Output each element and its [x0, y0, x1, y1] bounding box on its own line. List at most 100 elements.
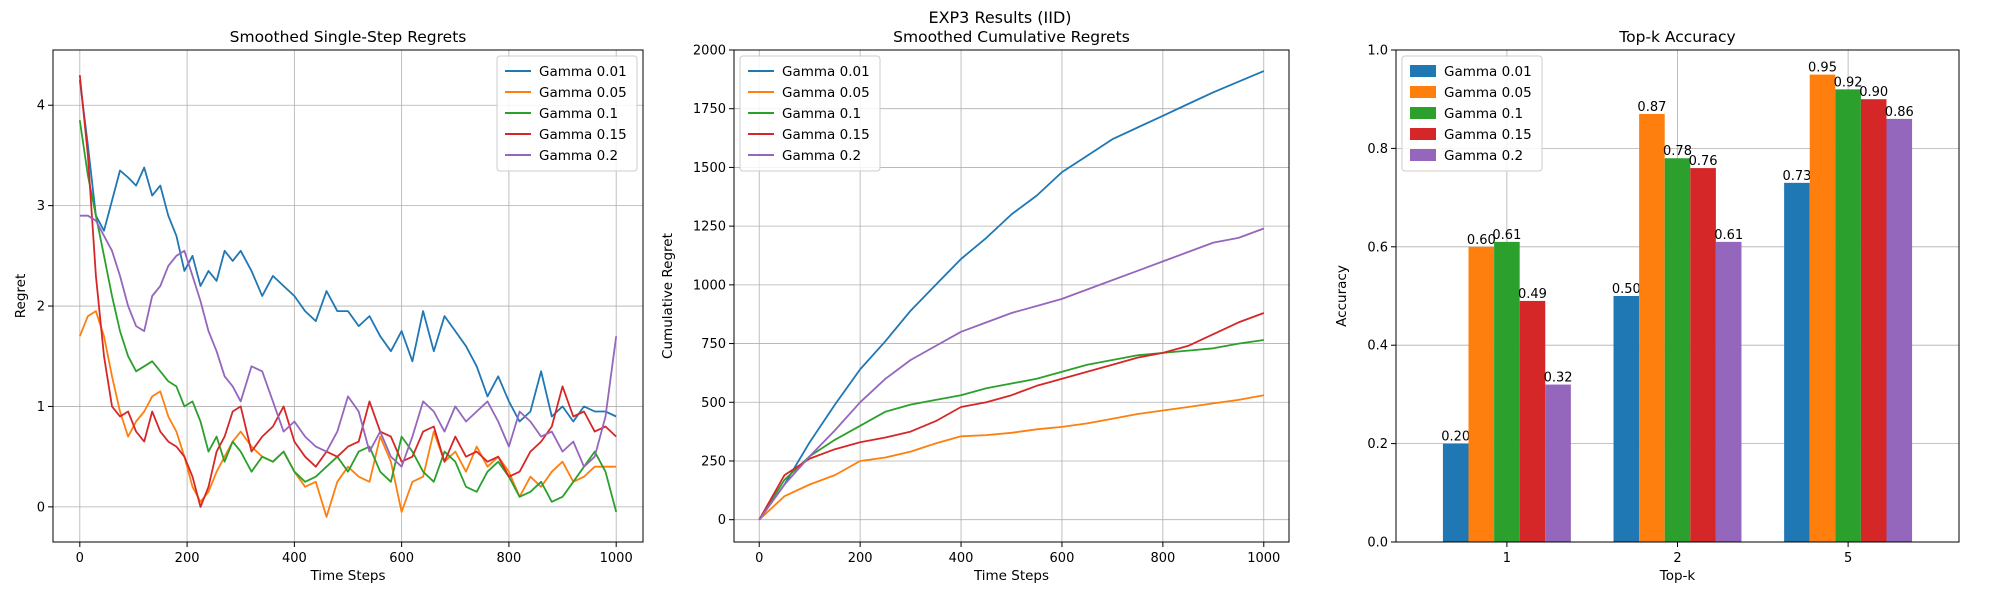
cumulative-y-tick-label: 1750 [693, 102, 726, 117]
topk-bar-value-label: 0.95 [1808, 61, 1837, 76]
single-step-x-tick-label: 200 [175, 551, 200, 566]
topk-legend-label: Gamma 0.1 [1444, 106, 1523, 122]
cumulative-series-line-4 [758, 227, 1265, 521]
topk-bar-value-label: 0.92 [1834, 75, 1863, 90]
topk-bar-value-label: 0.61 [1714, 228, 1743, 243]
cumulative-legend-box [739, 55, 881, 172]
topk-frame [1395, 49, 1960, 543]
cumulative-legend-label: Gamma 0.01 [782, 64, 870, 80]
topk-y-axis-label: Accuracy [1334, 265, 1350, 327]
topk-bar [1494, 241, 1520, 542]
topk-bar-value-label: 0.76 [1689, 154, 1718, 169]
single-step-series-line-4 [79, 214, 618, 468]
topk-x-tick-label: 1 [1503, 551, 1511, 566]
cumulative-y-tick-label: 250 [701, 454, 726, 469]
single-step-series-line-3 [78, 75, 617, 508]
single-step-title: Smoothed Single-Step Regrets [230, 28, 467, 46]
cumulative-y-tick-label: 1000 [693, 278, 726, 293]
cumulative-frame [733, 49, 1290, 543]
topk-x-tick-label: 5 [1844, 551, 1852, 566]
topk-legend-swatch [1410, 65, 1436, 77]
topk-y-tick-label: 0.4 [1367, 339, 1388, 354]
topk-bar-value-label: 0.49 [1518, 287, 1547, 302]
topk-legend-label: Gamma 0.2 [1444, 148, 1523, 164]
cumulative-series-line-3 [758, 312, 1265, 521]
topk-y-tick-label: 0.8 [1367, 142, 1388, 157]
topk-bar [1639, 113, 1665, 543]
topk-legend-label: Gamma 0.15 [1444, 127, 1532, 143]
topk-x-tick-label: 2 [1673, 551, 1681, 566]
single-step-x-tick-label: 600 [389, 551, 414, 566]
topk-bar [1664, 158, 1691, 543]
cumulative-series-line-1 [758, 394, 1264, 521]
single-step-series-line-2 [78, 120, 618, 513]
cumulative-x-tick-label: 1000 [1247, 551, 1280, 566]
topk-y-tick-label: 0.6 [1367, 240, 1388, 255]
single-step-legend-label: Gamma 0.05 [539, 85, 627, 101]
topk-legend-swatch [1410, 86, 1436, 98]
cumulative-y-axis-label: Cumulative Regret [660, 233, 676, 359]
topk-legend-box [1401, 55, 1543, 172]
topk-legend-label: Gamma 0.01 [1444, 64, 1532, 80]
cumulative-y-tick-label: 2000 [693, 44, 726, 59]
single-step-y-axis-label: Regret [13, 274, 29, 319]
topk-bar-value-label: 0.87 [1637, 100, 1666, 115]
single-step-legend-label: Gamma 0.15 [539, 127, 627, 143]
topk-bar [1835, 89, 1861, 543]
cumulative-x-tick-label: 200 [848, 551, 873, 566]
topk-bar-value-label: 0.20 [1441, 430, 1470, 445]
topk-y-tick-label: 0.0 [1367, 536, 1388, 551]
topk-bar [1784, 182, 1810, 542]
single-step-x-tick-label: 400 [282, 551, 307, 566]
cumulative-y-tick-label: 1250 [693, 220, 726, 235]
cumulative-legend-label: Gamma 0.05 [782, 85, 870, 101]
topk-bar-value-label: 0.86 [1885, 105, 1914, 120]
topk-legend-swatch [1410, 107, 1436, 119]
single-step-legend-label: Gamma 0.01 [539, 64, 627, 80]
topk-legend-label: Gamma 0.05 [1444, 85, 1532, 101]
single-step-y-tick-label: 2 [37, 300, 45, 315]
topk-legend-swatch [1410, 149, 1436, 161]
cumulative-x-tick-label: 800 [1150, 551, 1175, 566]
topk-bar [1613, 296, 1640, 542]
topk-bar-value-label: 0.90 [1859, 85, 1888, 100]
single-step-x-axis-label: Time Steps [309, 568, 385, 584]
topk-bar-value-label: 0.61 [1492, 228, 1521, 243]
topk-bar [1860, 99, 1887, 542]
topk-bar [1715, 241, 1742, 542]
single-step-y-tick-label: 3 [37, 199, 45, 214]
cumulative-legend-label: Gamma 0.15 [782, 127, 870, 143]
topk-bar [1468, 246, 1495, 543]
cumulative-x-tick-label: 600 [1050, 551, 1075, 566]
topk-bar-value-label: 0.32 [1544, 371, 1573, 386]
single-step-x-tick-label: 0 [76, 551, 84, 566]
topk-bar [1886, 118, 1913, 542]
topk-bar [1442, 443, 1469, 542]
topk-bar-value-label: 0.50 [1612, 282, 1641, 297]
topk-bar [1545, 384, 1571, 542]
topk-bar-value-label: 0.73 [1782, 169, 1811, 184]
single-step-y-tick-label: 1 [37, 400, 45, 415]
single-step-y-tick-label: 4 [37, 99, 45, 114]
single-step-frame [52, 49, 644, 543]
topk-bar [1690, 168, 1716, 542]
cumulative-y-tick-label: 500 [701, 396, 726, 411]
topk-title: Top-k Accuracy [1618, 28, 1735, 46]
cumulative-series-line-0 [758, 70, 1265, 521]
cumulative-y-tick-label: 0 [718, 513, 726, 528]
single-step-legend-label: Gamma 0.1 [539, 106, 618, 122]
cumulative-legend-label: Gamma 0.1 [782, 106, 861, 122]
cumulative-title: Smoothed Cumulative Regrets [893, 28, 1130, 46]
cumulative-series-line-2 [758, 339, 1264, 521]
single-step-y-tick-label: 0 [37, 500, 45, 515]
topk-y-tick-label: 1.0 [1367, 44, 1388, 59]
topk-bar-value-label: 0.60 [1467, 233, 1496, 248]
topk-x-axis-label: Top-k [1659, 568, 1696, 584]
cumulative-x-axis-label: Time Steps [973, 568, 1049, 584]
cumulative-x-tick-label: 0 [755, 551, 763, 566]
topk-legend-swatch [1410, 128, 1436, 140]
topk-y-tick-label: 0.2 [1367, 437, 1388, 452]
single-step-legend-label: Gamma 0.2 [539, 148, 618, 164]
